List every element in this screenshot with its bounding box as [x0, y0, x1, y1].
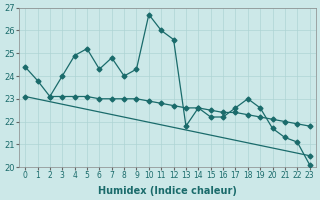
X-axis label: Humidex (Indice chaleur): Humidex (Indice chaleur): [98, 186, 237, 196]
